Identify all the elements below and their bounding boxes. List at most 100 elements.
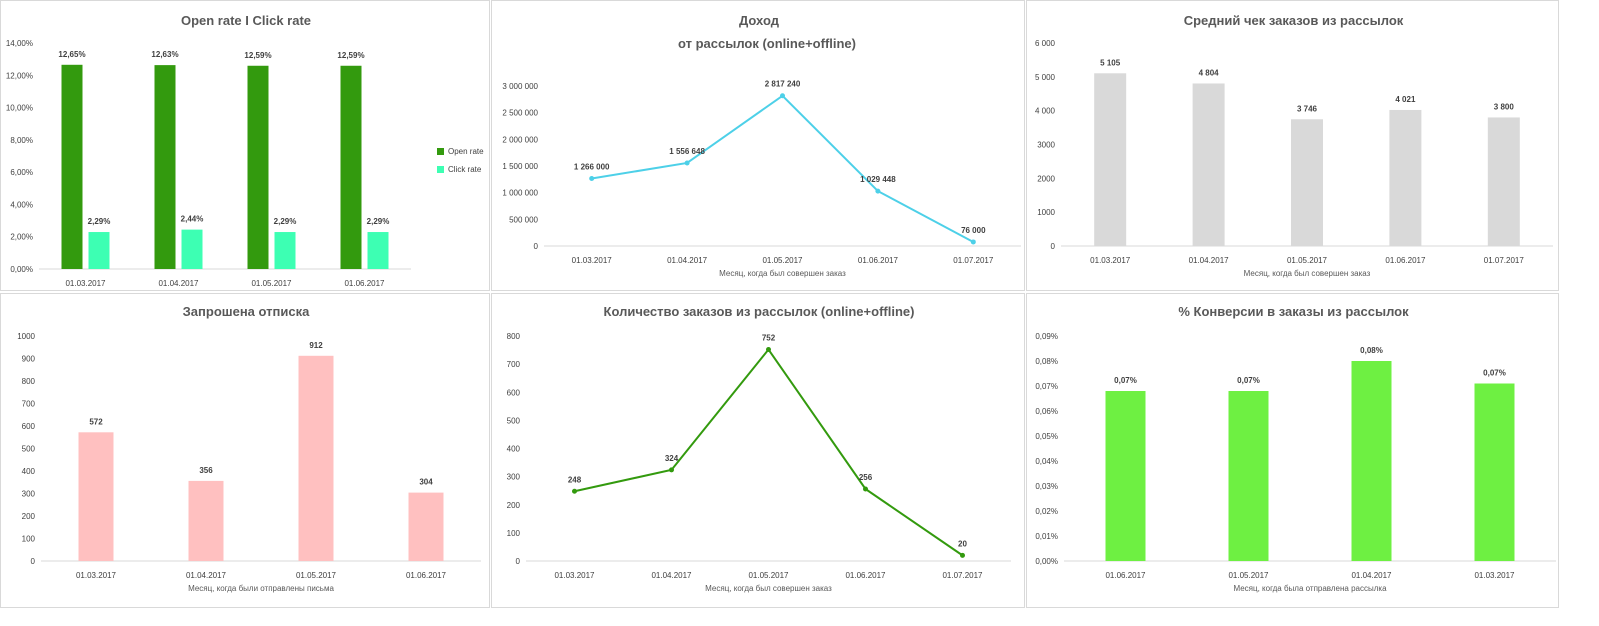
data-label: 5 105 bbox=[1100, 58, 1121, 67]
y-tick-label: 400 bbox=[22, 467, 36, 476]
y-tick-label: 4 000 bbox=[1035, 107, 1056, 116]
x-tick-label: 01.07.2017 bbox=[1484, 256, 1525, 265]
chart-title: Open rate I Click rate bbox=[181, 13, 311, 28]
data-point bbox=[863, 486, 868, 492]
y-tick-label: 400 bbox=[507, 445, 521, 454]
chart-panel-average-check: Средний чек заказов из рассылок 0 1000 2000… bbox=[1026, 0, 1559, 291]
bar-open-rate bbox=[61, 64, 83, 269]
bar bbox=[1105, 391, 1146, 561]
bar bbox=[1094, 73, 1127, 247]
legend-swatch bbox=[437, 166, 444, 173]
data-label: 12,65% bbox=[58, 50, 85, 59]
x-tick-label: 01.04.2017 bbox=[1189, 256, 1230, 265]
data-label: 2,29% bbox=[367, 217, 390, 226]
y-tick-label: 0,05% bbox=[1035, 432, 1058, 441]
bar-open-rate bbox=[154, 65, 176, 269]
y-tick-label: 0,02% bbox=[1035, 507, 1058, 516]
chart-title: Количество заказов из рассылок (online+o… bbox=[604, 304, 915, 319]
data-point bbox=[780, 93, 785, 99]
data-label: 4 804 bbox=[1199, 68, 1220, 77]
y-tick-label: 2,00% bbox=[10, 233, 33, 242]
chart-panel-open-click-rate: Open rate I Click rate 0,00% 2,00% 4,00% 6,0… bbox=[0, 0, 490, 291]
x-tick-label: 01.04.2017 bbox=[651, 571, 692, 580]
data-point bbox=[960, 552, 965, 558]
data-label: 356 bbox=[199, 466, 213, 475]
data-label: 76 000 bbox=[961, 226, 986, 235]
chart-revenue: Доход от рассылок (online+offline) 0 500 00… bbox=[502, 13, 1021, 278]
data-label: 572 bbox=[89, 417, 103, 426]
data-label: 20 bbox=[958, 539, 967, 548]
chart-title: Средний чек заказов из рассылок bbox=[1184, 13, 1404, 28]
y-tick-label: 2 500 000 bbox=[502, 109, 538, 118]
y-tick-label: 500 000 bbox=[509, 215, 538, 224]
data-label: 1 029 448 bbox=[860, 175, 896, 184]
y-tick-label: 900 bbox=[22, 355, 36, 364]
bar-click-rate bbox=[367, 232, 389, 269]
y-tick-label: 800 bbox=[22, 377, 36, 386]
x-tick-label: 01.06.2017 bbox=[1385, 256, 1426, 265]
data-point bbox=[684, 160, 690, 166]
chart-title: Запрошена отписка bbox=[183, 304, 310, 319]
chart-panel-orders-count: Количество заказов из рассылок (online+o… bbox=[491, 293, 1025, 608]
y-tick-label: 0,00% bbox=[10, 265, 33, 274]
y-tick-label: 0,07% bbox=[1035, 382, 1058, 391]
data-label: 304 bbox=[419, 478, 433, 487]
y-tick-label: 4,00% bbox=[10, 200, 33, 209]
y-tick-label: 700 bbox=[507, 360, 521, 369]
y-tick-label: 600 bbox=[22, 422, 36, 431]
y-tick-label: 500 bbox=[22, 445, 36, 454]
y-tick-label: 5 000 bbox=[1035, 73, 1056, 82]
legend-label: Click rate bbox=[448, 165, 482, 174]
data-point bbox=[766, 347, 771, 352]
y-tick-label: 0,06% bbox=[1035, 407, 1058, 416]
chart-subtitle: от рассылок (online+offline) bbox=[678, 36, 856, 51]
bar-click-rate bbox=[181, 229, 203, 269]
y-tick-label: 200 bbox=[22, 512, 36, 521]
data-label: 12,59% bbox=[337, 51, 364, 60]
y-tick-label: 0 bbox=[31, 557, 36, 566]
y-tick-label: 0,00% bbox=[1035, 557, 1058, 566]
data-label: 0,08% bbox=[1360, 346, 1383, 355]
x-tick-label: 01.06.2017 bbox=[344, 279, 385, 288]
y-tick-label: 3000 bbox=[1037, 141, 1055, 150]
x-tick-label: 01.04.2017 bbox=[1351, 571, 1392, 580]
bar bbox=[1474, 383, 1515, 561]
data-label: 248 bbox=[568, 475, 582, 484]
series-line bbox=[591, 94, 974, 243]
y-tick-label: 0 bbox=[534, 242, 539, 251]
x-tick-label: 01.03.2017 bbox=[65, 279, 106, 288]
y-tick-label: 0 bbox=[1051, 242, 1056, 251]
y-tick-label: 0,01% bbox=[1035, 532, 1058, 541]
x-tick-label: 01.07.2017 bbox=[942, 571, 983, 580]
bar bbox=[1351, 361, 1392, 561]
bar bbox=[1192, 83, 1225, 247]
y-tick-label: 2 000 000 bbox=[502, 135, 538, 144]
y-tick-label: 300 bbox=[22, 490, 36, 499]
x-tick-label: 01.03.2017 bbox=[1474, 571, 1515, 580]
x-tick-label: 01.06.2017 bbox=[1105, 571, 1146, 580]
data-label: 324 bbox=[665, 454, 679, 463]
bar bbox=[1228, 391, 1269, 561]
chart-unsubscribe: Запрошена отписка 0 100 200 300 400 500 600 700 8… bbox=[17, 304, 481, 593]
data-point bbox=[669, 467, 674, 473]
x-axis-title: Месяц, когда был совершен заказ bbox=[719, 269, 846, 278]
x-axis-title: Месяц, когда была отправлена рассылка bbox=[1233, 584, 1387, 593]
bar bbox=[1389, 109, 1422, 246]
bar-click-rate bbox=[274, 232, 296, 269]
y-tick-label: 1 500 000 bbox=[502, 162, 538, 171]
data-label: 0,07% bbox=[1114, 376, 1137, 385]
x-tick-label: 01.03.2017 bbox=[1090, 256, 1131, 265]
chart-panel-conversion: % Конверсии в заказы из рассылок 0,00% 0,0… bbox=[1026, 293, 1559, 608]
data-label: 12,59% bbox=[244, 51, 271, 60]
y-tick-label: 0,04% bbox=[1035, 457, 1058, 466]
x-axis-title: Месяц, когда был совершен заказ bbox=[705, 584, 832, 593]
series-line bbox=[574, 347, 964, 557]
y-tick-label: 100 bbox=[507, 529, 521, 538]
y-tick-label: 100 bbox=[22, 535, 36, 544]
y-tick-label: 6 000 bbox=[1035, 39, 1056, 48]
y-tick-label: 500 bbox=[507, 416, 521, 425]
data-point bbox=[970, 239, 976, 245]
x-tick-label: 01.05.2017 bbox=[1287, 256, 1328, 265]
data-label: 2,29% bbox=[88, 217, 111, 226]
x-tick-label: 01.05.2017 bbox=[251, 279, 292, 288]
